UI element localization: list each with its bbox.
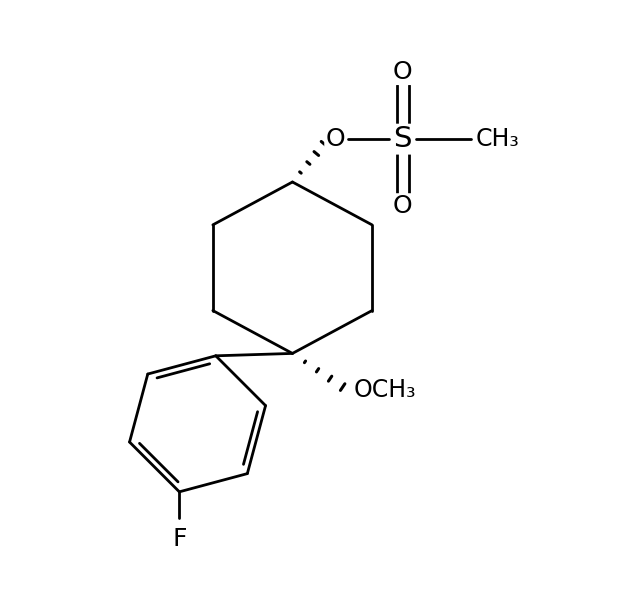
Text: O: O	[393, 60, 412, 84]
Text: F: F	[172, 527, 187, 551]
Text: O: O	[326, 127, 345, 151]
Text: O: O	[393, 194, 412, 218]
Text: S: S	[394, 125, 412, 153]
Text: OCH₃: OCH₃	[354, 378, 416, 402]
Text: CH₃: CH₃	[476, 127, 520, 151]
